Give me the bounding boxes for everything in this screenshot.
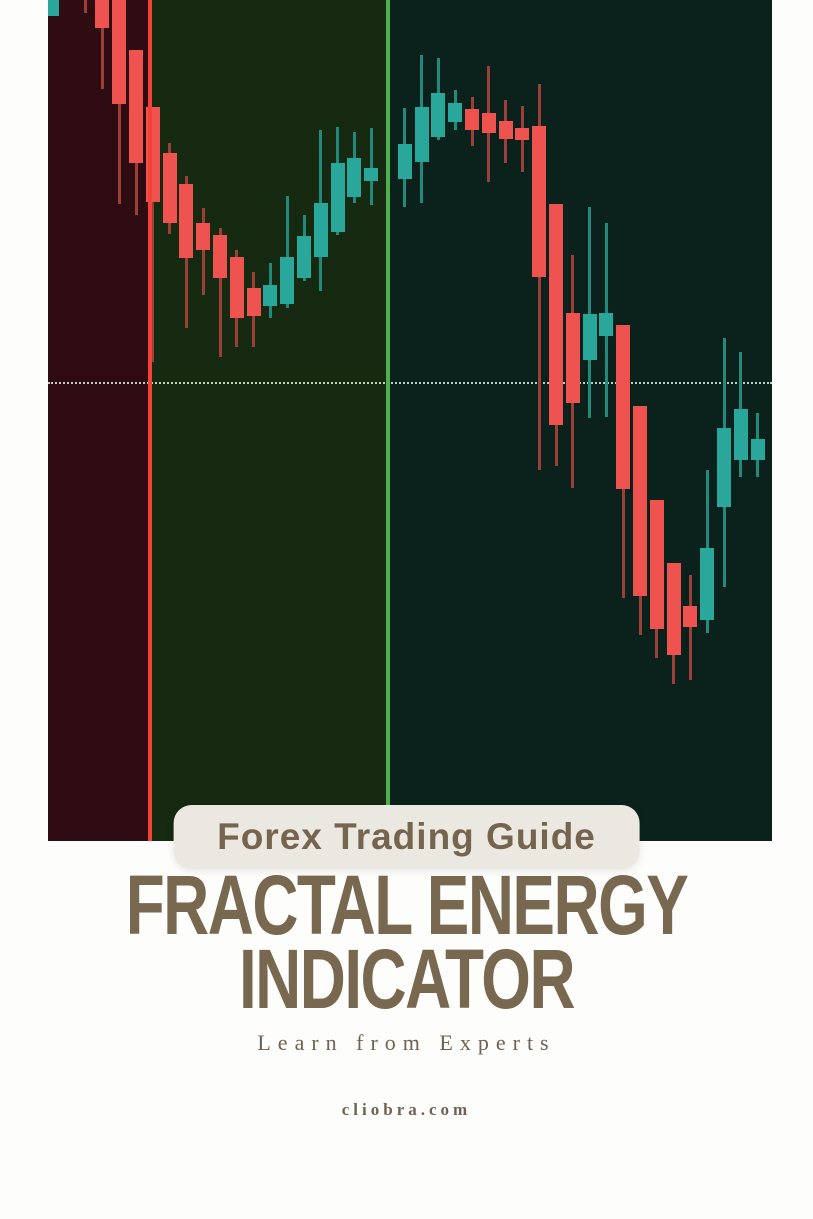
candle-bullish — [717, 428, 731, 507]
title-line-1: FRACTAL ENERGY — [125, 858, 689, 952]
candle-bullish — [431, 93, 446, 137]
candle-bullish — [364, 168, 379, 181]
candle-bearish — [179, 184, 194, 258]
candle-bearish — [196, 223, 211, 250]
category-badge: Forex Trading Guide — [173, 805, 640, 869]
candle-wick — [369, 128, 373, 205]
candle-bearish — [532, 126, 547, 277]
candle-wick — [285, 196, 289, 308]
dotted-reference-line — [48, 382, 772, 384]
candle-bearish — [95, 0, 110, 28]
candle-bearish — [649, 500, 664, 629]
candle-bearish — [162, 153, 177, 223]
candle-bearish — [213, 235, 227, 278]
candle-bearish — [616, 325, 631, 489]
candle-bearish — [465, 109, 479, 130]
candle-wick — [201, 208, 205, 295]
candle-bearish — [549, 204, 563, 425]
candle-bearish — [481, 113, 496, 133]
page-title: FRACTAL ENERGY INDICATOR — [98, 858, 716, 1026]
candle-wick — [84, 0, 88, 13]
candle-bullish — [347, 158, 362, 197]
candle-bullish — [448, 103, 463, 122]
candle-bullish — [733, 409, 748, 460]
candle-bearish — [515, 128, 530, 140]
candle-bearish — [129, 50, 143, 163]
olive-zone-background — [150, 0, 388, 841]
candle-wick — [537, 84, 541, 470]
red-signal-line — [148, 0, 152, 841]
candle-bearish — [229, 257, 244, 318]
candle-bullish — [330, 163, 345, 232]
candle-bullish — [280, 257, 295, 304]
candle-wick — [688, 575, 692, 680]
candle-wick — [588, 207, 592, 418]
candle-wick — [218, 228, 222, 357]
candle-bullish — [599, 313, 614, 336]
candle-bullish — [582, 314, 597, 360]
badge-label: Forex Trading Guide — [217, 816, 596, 857]
green-signal-line — [386, 0, 390, 841]
title-line-2: INDICATOR — [238, 932, 576, 1026]
candle-bullish — [313, 203, 328, 257]
candle-bullish — [297, 236, 311, 278]
candle-bearish — [666, 563, 681, 655]
candle-bullish — [48, 0, 59, 16]
candle-bearish — [633, 406, 647, 596]
candle-bullish — [414, 107, 429, 162]
candle-bullish — [750, 439, 765, 460]
candle-bullish — [397, 144, 412, 179]
candle-bullish — [700, 548, 715, 620]
website-url: cliobra.com — [341, 1100, 472, 1119]
candle-wick — [100, 0, 104, 89]
candle-bearish — [498, 121, 513, 139]
teal-zone-background — [388, 0, 772, 841]
candle-bearish — [246, 288, 261, 316]
candlestick-chart — [48, 0, 772, 841]
candle-wick — [151, 107, 155, 362]
candle-bearish — [683, 606, 698, 627]
candle-bearish — [112, 0, 127, 104]
candle-bullish — [263, 285, 278, 306]
subtitle: Learn from Experts — [257, 1030, 556, 1055]
candle-bearish — [565, 313, 580, 403]
